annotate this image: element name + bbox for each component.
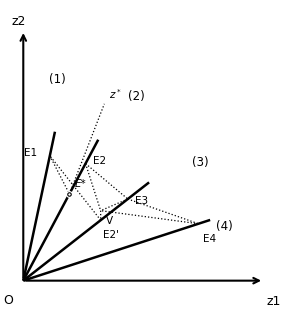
Text: V: V — [106, 215, 113, 226]
Text: $z^*$: $z^*$ — [109, 88, 122, 101]
Text: (2): (2) — [128, 90, 145, 103]
Text: E3: E3 — [135, 196, 148, 206]
Text: E*: E* — [74, 179, 86, 189]
Text: E2': E2' — [103, 230, 119, 240]
Text: (1): (1) — [49, 73, 66, 86]
Text: O: O — [4, 294, 13, 307]
Text: z2: z2 — [11, 15, 25, 28]
Text: (4): (4) — [216, 220, 233, 233]
Text: E4: E4 — [203, 234, 216, 244]
Text: E1: E1 — [24, 148, 37, 158]
Text: E2: E2 — [93, 156, 106, 166]
Text: (3): (3) — [192, 156, 208, 169]
Text: z1: z1 — [266, 296, 281, 308]
